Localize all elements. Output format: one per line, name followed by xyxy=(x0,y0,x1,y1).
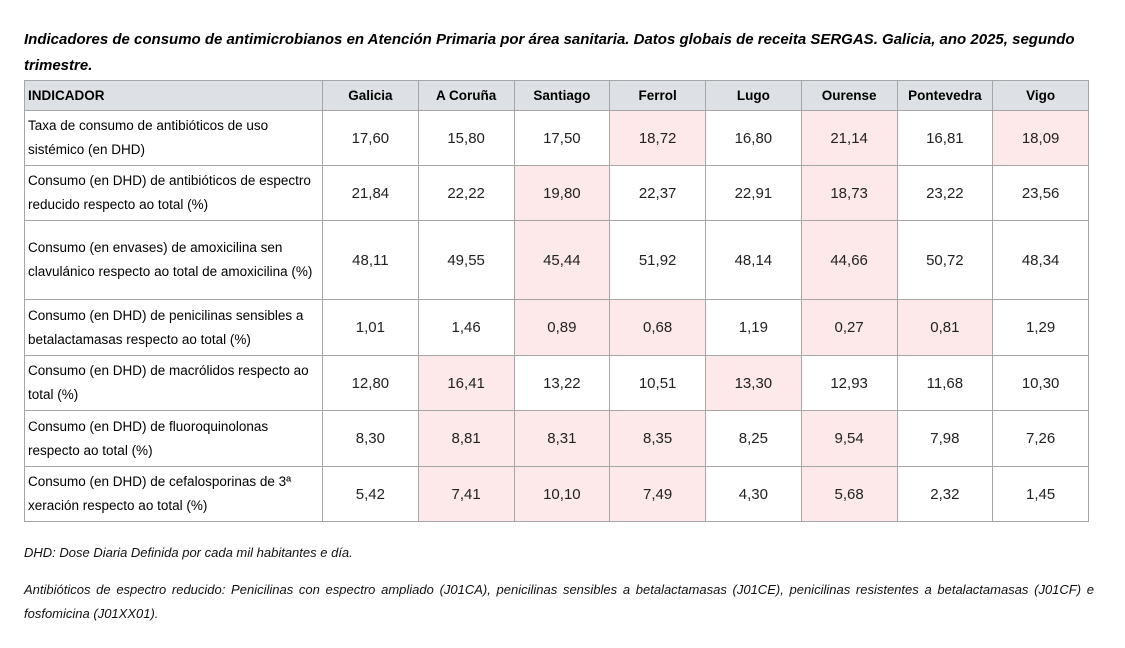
value-cell: 18,72 xyxy=(609,110,706,166)
value-cell: 22,91 xyxy=(705,165,802,221)
value-cell: 17,60 xyxy=(322,110,419,166)
value-cell: 22,37 xyxy=(609,165,706,221)
note-dhd: DHD: Dose Diaria Definida por cada mil h… xyxy=(24,545,353,560)
value-cell: 8,25 xyxy=(705,410,802,467)
value-cell: 9,54 xyxy=(800,410,898,467)
indicators-table: INDICADOR Galicia A Coruña Santiago Ferrol Lu… xyxy=(24,80,1089,522)
value-cell: 7,49 xyxy=(609,466,706,522)
value-cell: 50,72 xyxy=(896,220,994,300)
value-cell: 8,35 xyxy=(609,410,706,467)
indicator-cell: Consumo (en envases) de amoxicilina sen … xyxy=(24,220,323,300)
indicator-cell: Consumo (en DHD) de cefalosporinas de 3ª… xyxy=(24,466,323,522)
value-cell: 8,31 xyxy=(513,410,611,467)
header-area: Pontevedra xyxy=(896,80,994,111)
value-cell: 23,22 xyxy=(896,165,994,221)
header-area: A Coruña xyxy=(417,80,515,111)
value-cell: 48,14 xyxy=(705,220,802,300)
value-cell: 5,68 xyxy=(800,466,898,522)
table-title: Indicadores de consumo de antimicrobiano… xyxy=(24,31,1075,74)
value-cell: 48,34 xyxy=(992,220,1089,300)
header-area: Ourense xyxy=(800,80,898,111)
header-area: Galicia xyxy=(322,80,419,111)
value-cell: 7,26 xyxy=(992,410,1089,467)
value-cell: 0,89 xyxy=(513,299,611,356)
value-cell: 1,19 xyxy=(705,299,802,356)
value-cell: 10,10 xyxy=(513,466,611,522)
value-cell: 18,09 xyxy=(992,110,1089,166)
value-cell: 13,22 xyxy=(513,355,611,411)
table-row: Consumo (en DHD) de macrólidos respecto … xyxy=(24,355,1089,411)
table-row: Taxa de consumo de antibióticos de uso s… xyxy=(24,110,1089,166)
value-cell: 10,30 xyxy=(992,355,1089,411)
value-cell: 21,14 xyxy=(800,110,898,166)
indicator-cell: Consumo (en DHD) de penicilinas sensible… xyxy=(24,299,323,356)
value-cell: 21,84 xyxy=(322,165,419,221)
value-cell: 45,44 xyxy=(513,220,611,300)
value-cell: 1,01 xyxy=(322,299,419,356)
value-cell: 19,80 xyxy=(513,165,611,221)
header-area: Lugo xyxy=(705,80,802,111)
value-cell: 1,29 xyxy=(992,299,1089,356)
value-cell: 5,42 xyxy=(322,466,419,522)
value-cell: 16,80 xyxy=(705,110,802,166)
value-cell: 44,66 xyxy=(800,220,898,300)
value-cell: 15,80 xyxy=(417,110,515,166)
value-cell: 8,30 xyxy=(322,410,419,467)
value-cell: 13,30 xyxy=(705,355,802,411)
value-cell: 0,68 xyxy=(609,299,706,356)
value-cell: 18,73 xyxy=(800,165,898,221)
value-cell: 23,56 xyxy=(992,165,1089,221)
value-cell: 11,68 xyxy=(896,355,994,411)
table-row: Consumo (en DHD) de antibióticos de espe… xyxy=(24,165,1089,221)
value-cell: 2,32 xyxy=(896,466,994,522)
value-cell: 16,41 xyxy=(417,355,515,411)
value-cell: 49,55 xyxy=(417,220,515,300)
note-espectro: Antibióticos de espectro reducido: Penic… xyxy=(24,582,1094,621)
value-cell: 10,51 xyxy=(609,355,706,411)
table-row: Consumo (en DHD) de fluoroquinolonas res… xyxy=(24,410,1089,467)
value-cell: 0,81 xyxy=(896,299,994,356)
value-cell: 0,27 xyxy=(800,299,898,356)
indicator-cell: Consumo (en DHD) de fluoroquinolonas res… xyxy=(24,410,323,467)
table-header-row: INDICADOR Galicia A Coruña Santiago Ferrol Lu… xyxy=(24,80,1089,111)
value-cell: 12,80 xyxy=(322,355,419,411)
table-row: Consumo (en envases) de amoxicilina sen … xyxy=(24,220,1089,300)
value-cell: 51,92 xyxy=(609,220,706,300)
indicator-cell: Taxa de consumo de antibióticos de uso s… xyxy=(24,110,323,166)
indicator-cell: Consumo (en DHD) de macrólidos respecto … xyxy=(24,355,323,411)
value-cell: 16,81 xyxy=(896,110,994,166)
header-indicador: INDICADOR xyxy=(24,80,323,111)
value-cell: 1,45 xyxy=(992,466,1089,522)
value-cell: 4,30 xyxy=(705,466,802,522)
header-area: Vigo xyxy=(992,80,1089,111)
table-row: Consumo (en DHD) de penicilinas sensible… xyxy=(24,299,1089,356)
value-cell: 7,98 xyxy=(896,410,994,467)
header-area: Ferrol xyxy=(609,80,706,111)
value-cell: 48,11 xyxy=(322,220,419,300)
header-area: Santiago xyxy=(513,80,611,111)
table-row: Consumo (en DHD) de cefalosporinas de 3ª… xyxy=(24,466,1089,522)
value-cell: 1,46 xyxy=(417,299,515,356)
value-cell: 17,50 xyxy=(513,110,611,166)
value-cell: 8,81 xyxy=(417,410,515,467)
indicator-cell: Consumo (en DHD) de antibióticos de espe… xyxy=(24,165,323,221)
value-cell: 7,41 xyxy=(417,466,515,522)
value-cell: 12,93 xyxy=(800,355,898,411)
value-cell: 22,22 xyxy=(417,165,515,221)
